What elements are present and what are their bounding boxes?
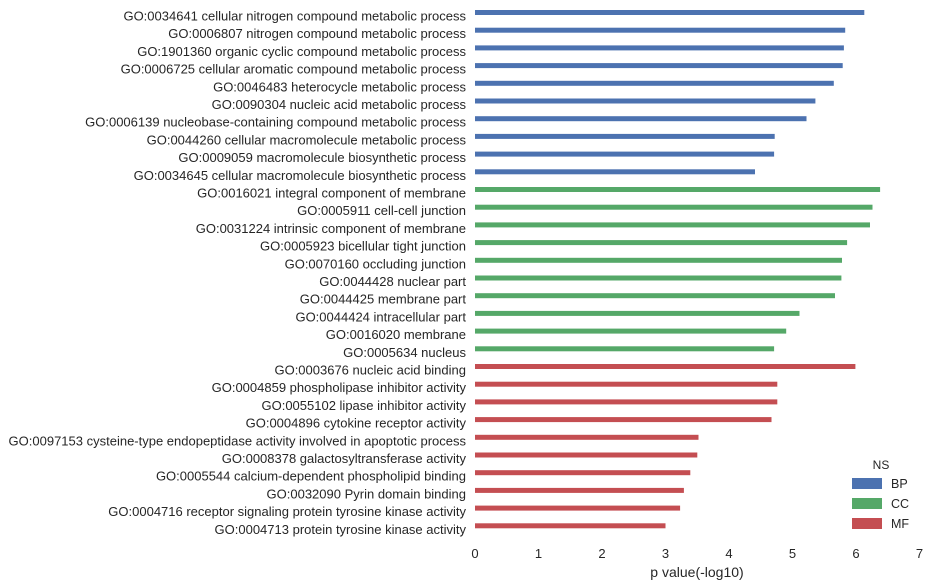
x-tick-label: 5	[789, 546, 796, 561]
bar-cc-19	[475, 346, 775, 352]
category-label: GO:0032090 Pyrin domain binding	[267, 486, 466, 501]
x-tick-label: 7	[916, 546, 923, 561]
x-tick-label: 4	[725, 546, 732, 561]
bar-bp-5	[475, 98, 816, 104]
bar-mf-22	[475, 399, 778, 405]
legend-title: NS	[873, 458, 890, 472]
bar-mf-20	[475, 364, 856, 369]
bar-mf-29	[475, 523, 666, 529]
bar-cc-11	[475, 204, 873, 210]
category-label: GO:0005544 calcium-dependent phospholipi…	[156, 469, 466, 484]
legend-swatch-cc	[852, 498, 882, 509]
bar-cc-17	[475, 310, 800, 316]
legend: NS BP CC MF	[852, 458, 909, 531]
category-label: GO:0006139 nucleobase-containing compoun…	[85, 115, 466, 130]
bar-mf-26	[475, 470, 691, 476]
legend-swatch-bp	[852, 478, 882, 489]
category-label: GO:0006807 nitrogen compound metabolic p…	[168, 26, 466, 41]
x-tick-label: 1	[535, 546, 542, 561]
legend-label-cc: CC	[891, 497, 909, 511]
bar-mf-24	[475, 434, 699, 440]
bars-group	[475, 10, 881, 529]
category-label: GO:1901360 organic cyclic compound metab…	[137, 44, 466, 59]
category-label: GO:0004859 phospholipase inhibitor activ…	[212, 380, 467, 395]
bar-cc-10	[475, 187, 881, 192]
category-label: GO:0044425 membrane part	[300, 292, 467, 307]
bar-bp-9	[475, 169, 755, 175]
category-label: GO:0034641 cellular nitrogen compound me…	[123, 9, 466, 24]
legend-label-mf: MF	[891, 517, 909, 531]
category-label: GO:0090304 nucleic acid metabolic proces…	[212, 97, 467, 112]
category-label: GO:0044428 nuclear part	[319, 274, 466, 289]
category-label: GO:0044260 cellular macromolecule metabo…	[147, 132, 467, 147]
bar-bp-2	[475, 45, 844, 51]
category-label: GO:0005911 cell-cell junction	[297, 203, 466, 218]
category-label: GO:0044424 intracellular part	[295, 309, 466, 324]
category-label: GO:0004896 cytokine receptor activity	[246, 416, 467, 431]
bar-cc-18	[475, 328, 787, 334]
x-tick-label: 3	[662, 546, 669, 561]
x-axis-ticks: 0 1 2 3 4 5 6 7	[471, 546, 923, 561]
bar-mf-28	[475, 505, 681, 511]
bar-mf-23	[475, 417, 772, 423]
bar-cc-15	[475, 275, 842, 281]
category-label: GO:0004716 receptor signaling protein ty…	[108, 504, 466, 519]
category-label: GO:0008378 galactosyltransferase activit…	[222, 451, 467, 466]
category-label: GO:0055102 lipase inhibitor activity	[261, 398, 466, 413]
category-label: GO:0003676 nucleic acid binding	[274, 363, 466, 378]
bar-cc-14	[475, 257, 842, 263]
category-label: GO:0006725 cellular aromatic compound me…	[121, 62, 467, 77]
category-label: GO:0031224 intrinsic component of membra…	[196, 221, 466, 236]
x-axis-title: p value(-log10)	[650, 564, 743, 580]
category-label: GO:0034645 cellular macromolecule biosyn…	[134, 168, 467, 183]
category-label: GO:0004713 protein tyrosine kinase activ…	[215, 522, 467, 537]
bar-cc-16	[475, 293, 835, 299]
bar-mf-21	[475, 381, 778, 387]
bar-bp-3	[475, 63, 843, 69]
category-labels: GO:0034641 cellular nitrogen compound me…	[9, 9, 467, 537]
category-label: GO:0016021 integral component of membran…	[197, 186, 466, 201]
legend-label-bp: BP	[891, 477, 908, 491]
x-tick-label: 2	[598, 546, 605, 561]
category-label: GO:0046483 heterocycle metabolic process	[213, 79, 466, 94]
bar-bp-1	[475, 27, 846, 33]
bar-bp-6	[475, 116, 807, 122]
legend-swatch-mf	[852, 518, 882, 529]
bar-bp-7	[475, 133, 775, 139]
category-label: GO:0005634 nucleus	[343, 345, 466, 360]
category-label: GO:0016020 membrane	[326, 327, 466, 342]
bar-bp-0	[475, 10, 865, 15]
bar-bp-4	[475, 80, 834, 86]
bar-mf-25	[475, 452, 698, 458]
x-tick-label: 6	[852, 546, 859, 561]
bar-mf-27	[475, 487, 684, 493]
category-label: GO:0009059 macromolecule biosynthetic pr…	[178, 150, 466, 165]
bar-bp-8	[475, 151, 775, 157]
x-tick-label: 0	[471, 546, 478, 561]
category-label: GO:0097153 cysteine-type endopeptidase a…	[9, 433, 467, 448]
bar-cc-13	[475, 240, 848, 246]
bar-cc-12	[475, 222, 870, 228]
category-label: GO:0005923 bicellular tight junction	[260, 239, 466, 254]
category-label: GO:0070160 occluding junction	[285, 256, 466, 271]
